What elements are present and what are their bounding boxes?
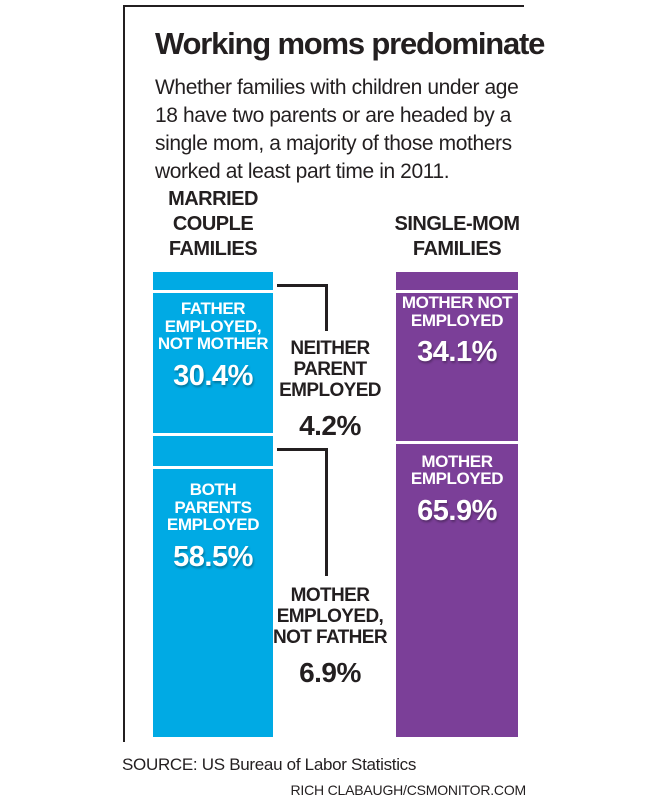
subtitle-line: worked at least part time in 2011. [155,160,450,183]
source-text: SOURCE: US Bureau of Labor Statistics [122,755,417,774]
callout-label-line: EMPLOYED [279,380,381,401]
segment-label: BOTH PARENTS EMPLOYED [166,480,260,535]
credit-text: RICH CLABAUGH/CSMONITOR.COM [290,782,527,798]
callout-value: 4.2% [299,410,361,441]
chart-subtitle: Whether families with children under age… [155,74,519,186]
subtitle-line: Whether families with children under age [155,76,519,99]
callout-label-line: MOTHER [290,585,370,606]
segment-label-line: EMPLOYED, [164,316,262,336]
segment-label-line: MOTHER [421,451,493,471]
segment-mother-employed-not-father [153,433,273,466]
column-header-married-couple: MARRIED COUPLE FAMILIES [133,187,293,262]
bar-cap-divider [396,290,518,293]
segment-label-line: BOTH [189,480,237,500]
chart-title: Working moms predominate [155,26,545,61]
callout-mother-employed-not-father: MOTHER EMPLOYED, NOT FATHER 6.9% [272,585,388,689]
callout-label-line: EMPLOYED, [276,606,384,627]
segment-label-line: NOT MOTHER [157,334,269,354]
frame-left-border [123,5,125,742]
segment-value: 34.1% [417,336,497,368]
subtitle-line: single mom, a majority of those mothers [155,132,512,155]
segment-label-line: EMPLOYED [410,469,504,489]
segment-label: MOTHER NOT EMPLOYED [401,293,513,330]
callout-bracket-neither-parent [277,284,328,331]
segment-mother-employed: MOTHER EMPLOYED 65.9% [396,440,518,737]
segment-label-line: MOTHER NOT [401,293,513,312]
frame-top-border [123,5,524,7]
callout-label-line: NEITHER [290,338,370,359]
callout-value: 6.9% [299,657,361,688]
column-header-single-mom: SINGLE-MOM FAMILIES [377,212,537,262]
segment-label-line: PARENTS [174,497,252,517]
column-header-line: COUPLE [172,213,254,235]
segment-label: MOTHER EMPLOYED [410,451,504,489]
segment-label-line: EMPLOYED [410,310,504,330]
callout-label-line: NOT FATHER [273,627,388,648]
segment-label-line: EMPLOYED [166,515,260,535]
segment-value: 30.4% [173,359,253,392]
column-header-line: MARRIED [168,188,258,210]
segment-label: FATHER EMPLOYED, NOT MOTHER [157,299,269,354]
segment-label-line: FATHER [180,299,246,319]
segment-both-parents-employed: BOTH PARENTS EMPLOYED 58.5% [153,466,273,737]
segment-neither-parent-employed [153,272,273,290]
bar-single-mom-families: MOTHER NOT EMPLOYED 34.1% MOTHER EMPLOYE… [396,272,518,737]
callout-bracket-mother-employed-not-father [277,448,328,576]
segment-value: 58.5% [173,540,253,573]
segment-father-employed-not-mother: FATHER EMPLOYED, NOT MOTHER 30.4% [153,290,273,433]
column-header-line: FAMILIES [412,238,502,260]
segment-mother-not-employed: MOTHER NOT EMPLOYED 34.1% [396,272,518,441]
subtitle-line: 18 have two parents or are headed by a [155,104,512,127]
column-header-line: SINGLE-MOM [394,213,521,235]
segment-value: 65.9% [417,494,497,527]
callout-label-line: PARENT [293,359,367,380]
column-header-line: FAMILIES [168,238,258,260]
callout-neither-parent-employed: NEITHER PARENT EMPLOYED 4.2% [272,338,388,442]
bar-married-couple-families: FATHER EMPLOYED, NOT MOTHER 30.4% BOTH P… [153,272,273,737]
